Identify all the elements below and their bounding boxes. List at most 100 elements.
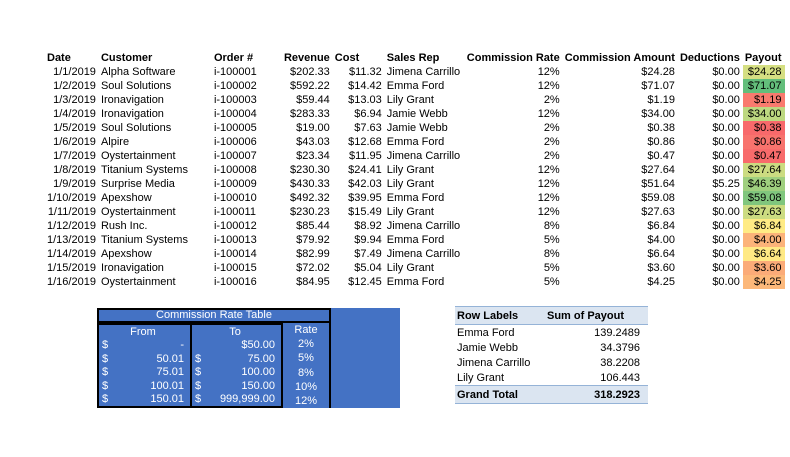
column-header-order[interactable]: Order # [213,51,254,64]
order-cell[interactable]: i-100004 [213,108,257,120]
commission-amount-cell[interactable]: $24.28 [641,66,675,78]
rate-cell[interactable]: 5% [298,352,314,365]
date-cell[interactable]: 1/9/2019 [53,178,96,190]
rate-cell[interactable]: 10% [294,380,318,393]
pivot-row-label[interactable]: Jamie Webb [457,341,518,354]
customer-cell[interactable]: Ironavigation [100,262,164,274]
from-column-header[interactable]: From [99,325,192,339]
payout-cell[interactable]: $27.64 [742,163,785,177]
date-cell[interactable]: 1/2/2019 [53,80,96,92]
to-cell[interactable]: $999,999.00 [192,393,281,405]
deductions-cell[interactable]: $0.00 [712,66,740,78]
order-cell[interactable]: i-100006 [213,136,257,148]
order-cell[interactable]: i-100015 [213,262,257,274]
date-cell[interactable]: 1/12/2019 [47,220,96,232]
payout-cell[interactable]: $0.86 [742,135,785,149]
commission-rate-cell[interactable]: 12% [537,108,560,120]
sales-rep-cell[interactable]: Jimena Carrillo [386,66,461,78]
from-cell[interactable]: $150.01 [99,392,192,406]
to-cell[interactable]: $150.00 [192,380,281,392]
order-cell[interactable]: i-100005 [213,122,257,134]
column-header-cost[interactable]: Cost [334,51,360,64]
rate-column-header[interactable]: Rate [294,324,318,337]
date-cell[interactable]: 1/1/2019 [53,66,96,78]
commission-rate-cell[interactable]: 12% [537,80,560,92]
commission-rate-cell[interactable]: 5% [543,276,560,288]
cost-cell[interactable]: $5.04 [354,262,382,274]
deductions-cell[interactable]: $5.25 [712,178,740,190]
customer-cell[interactable]: Alpire [100,136,130,148]
cost-cell[interactable]: $39.95 [348,192,382,204]
deductions-cell[interactable]: $0.00 [712,94,740,106]
payout-cell[interactable]: $6.64 [742,247,785,261]
customer-cell[interactable]: Oystertainment [100,206,176,218]
customer-cell[interactable]: Apexshow [100,248,152,260]
date-cell[interactable]: 1/3/2019 [53,94,96,106]
customer-cell[interactable]: Titanium Systems [100,234,188,246]
commission-rate-cell[interactable]: 8% [543,248,560,260]
commission-amount-cell[interactable]: $6.84 [647,220,675,232]
deductions-cell[interactable]: $0.00 [712,122,740,134]
rate-cell[interactable]: 12% [294,394,318,407]
pivot-row-label[interactable]: Jimena Carrillo [457,356,531,369]
column-header-deductions[interactable]: Deductions [679,51,740,64]
payout-cell[interactable]: $4.00 [742,233,785,247]
commission-rate-table-title[interactable]: Commission Rate Table [97,308,331,323]
commission-amount-cell[interactable]: $0.38 [647,122,675,134]
from-cell[interactable]: $ - [99,338,192,352]
pivot-row-value[interactable]: 38.2208 [600,356,640,369]
sales-rep-cell[interactable]: Lily Grant [386,262,434,274]
sales-rep-cell[interactable]: Jamie Webb [386,122,448,134]
grand-total-value[interactable]: 318.2923 [545,385,648,404]
deductions-cell[interactable]: $0.00 [712,164,740,176]
cost-cell[interactable]: $7.49 [354,248,382,260]
revenue-cell[interactable]: $84.95 [296,276,330,288]
customer-cell[interactable]: Oystertainment [100,150,176,162]
customer-cell[interactable]: Ironavigation [100,94,164,106]
date-cell[interactable]: 1/11/2019 [47,206,96,218]
date-cell[interactable]: 1/16/2019 [47,276,96,288]
commission-amount-cell[interactable]: $71.07 [641,80,675,92]
commission-rate-cell[interactable]: 12% [537,66,560,78]
commission-amount-cell[interactable]: $0.47 [647,150,675,162]
commission-amount-cell[interactable]: $1.19 [647,94,675,106]
commission-rate-cell[interactable]: 12% [537,178,560,190]
sales-rep-cell[interactable]: Jimena Carrillo [386,150,461,162]
from-cell[interactable]: $75.01 [99,365,192,379]
deductions-cell[interactable]: $0.00 [712,150,740,162]
deductions-cell[interactable]: $0.00 [712,276,740,288]
pivot-row-labels-header[interactable]: Row Labels [455,306,545,325]
revenue-cell[interactable]: $23.34 [296,150,330,162]
order-cell[interactable]: i-100002 [213,80,257,92]
revenue-cell[interactable]: $85.44 [296,220,330,232]
date-cell[interactable]: 1/7/2019 [53,150,96,162]
date-cell[interactable]: 1/10/2019 [47,192,96,204]
customer-cell[interactable]: Soul Solutions [100,80,172,92]
payout-cell[interactable]: $6.84 [742,219,785,233]
date-cell[interactable]: 1/8/2019 [53,164,96,176]
pivot-sum-of-payout-header[interactable]: Sum of Payout [545,306,648,325]
order-cell[interactable]: i-100013 [213,234,257,246]
cost-cell[interactable]: $11.32 [348,66,382,78]
payout-cell[interactable]: $34.00 [742,107,785,121]
deductions-cell[interactable]: $0.00 [712,262,740,274]
cost-cell[interactable]: $15.49 [348,206,382,218]
from-cell[interactable]: $50.01 [99,352,192,366]
order-cell[interactable]: i-100001 [213,66,257,78]
to-cell[interactable]: $75.00 [192,353,281,365]
commission-rate-cell[interactable]: 12% [537,206,560,218]
to-cell[interactable]: $50.00 [192,339,281,351]
cost-cell[interactable]: $12.68 [348,136,382,148]
cost-cell[interactable]: $9.94 [354,234,382,246]
deductions-cell[interactable]: $0.00 [712,108,740,120]
commission-amount-cell[interactable]: $27.64 [641,164,675,176]
sales-rep-cell[interactable]: Emma Ford [386,136,445,148]
commission-rate-cell[interactable]: 12% [537,192,560,204]
revenue-cell[interactable]: $43.03 [296,136,330,148]
customer-cell[interactable]: Apexshow [100,192,152,204]
pivot-row-value[interactable]: 139.2489 [594,326,640,339]
pivot-row-label[interactable]: Lily Grant [457,371,505,384]
sales-rep-cell[interactable]: Emma Ford [386,276,445,288]
column-header-sales-rep[interactable]: Sales Rep [386,51,440,64]
deductions-cell[interactable]: $0.00 [712,234,740,246]
